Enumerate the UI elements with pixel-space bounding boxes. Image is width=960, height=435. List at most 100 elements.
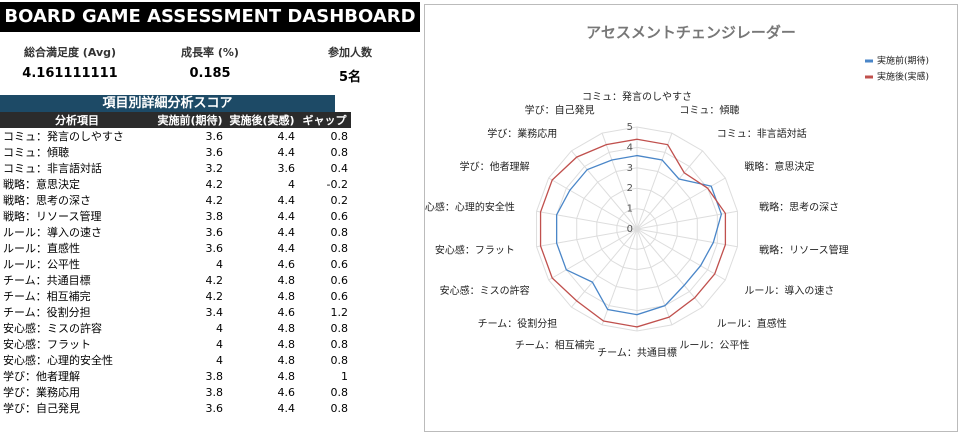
item-name: チーム：共通目標 [3, 274, 91, 287]
before-score: 3.6 [205, 401, 224, 415]
after-score: 4.4 [277, 129, 296, 143]
before-score: 3.8 [205, 369, 224, 383]
spoke [548, 228, 638, 281]
item-name: 戦略：意思決定 [3, 178, 80, 191]
table-row: 戦略：リソース管理 3.8 4.4 0.6 [0, 208, 351, 224]
chart-panel: アセスメントチェンジレーダー 0 1 2 3 4 5 実施前(期待) 実施後(実感) コミュ：発… [415, 4, 958, 432]
category-label: チーム：役割分担 [478, 317, 558, 330]
before-score: 3.4 [205, 305, 224, 319]
table-row: 学び：自己発見 3.6 4.4 0.8 [0, 400, 351, 416]
before-score: 3.6 [205, 225, 224, 239]
gap-score: 0.8 [330, 129, 349, 143]
gap-score: 0.6 [330, 257, 349, 271]
category-label: コミュ：発言のしやすさ [582, 90, 692, 103]
item-name: 学び：業務応用 [3, 386, 80, 399]
gap-score: -0.2 [326, 177, 348, 191]
before-score: 4 [216, 257, 223, 271]
item-name: ルール：直感性 [3, 242, 80, 255]
before-score: 3.8 [205, 385, 224, 399]
before-score: 3.6 [205, 145, 224, 159]
column-header: 実施前(期待) [154, 112, 226, 128]
category-label: チーム：共通目標 [597, 346, 677, 359]
gap-score: 0.8 [330, 145, 349, 159]
score-table: 分析項目 実施前(期待) 実施後(実感) ギャップ コミュ：発言のしやすさ 3.6… [0, 112, 351, 416]
before-score: 4.2 [205, 289, 224, 303]
category-label: 安心感：心理的安全性 [425, 200, 515, 213]
before-score: 3.6 [205, 129, 224, 143]
item-name: ルール：公平性 [3, 258, 80, 271]
before-score: 4 [216, 337, 223, 351]
spoke [636, 150, 703, 230]
category-label: 学び：業務応用 [487, 127, 557, 140]
after-score: 4.4 [277, 401, 296, 415]
gap-score: 0.8 [330, 401, 349, 415]
gap-score: 0.4 [330, 161, 349, 175]
chart-title: アセスメントチェンジレーダー [586, 24, 796, 42]
before-score: 3.8 [205, 209, 224, 223]
after-score: 4.4 [277, 209, 296, 223]
kpi: 参加人数 5名 [280, 44, 420, 85]
category-label: ルール：公平性 [679, 339, 749, 352]
r-tick-label: 1 [627, 204, 633, 215]
spoke [636, 228, 726, 281]
category-label: 学び：他者理解 [460, 160, 530, 173]
before-score: 4 [216, 353, 223, 367]
spoke [571, 228, 638, 308]
category-label: 安心感：フラット [435, 244, 515, 257]
r-tick-label: 2 [627, 183, 633, 194]
spoke [536, 210, 638, 230]
after-score: 4.4 [277, 193, 296, 207]
after-score: 4.8 [277, 289, 296, 303]
gap-score: 0.8 [330, 241, 349, 255]
gap-score: 0.6 [330, 289, 349, 303]
after-score: 4.8 [277, 353, 296, 367]
item-name: 戦略：思考の深さ [3, 194, 91, 207]
item-name: 戦略：リソース管理 [3, 210, 102, 223]
after-score: 4.8 [277, 337, 296, 351]
kpi-value: 5名 [338, 70, 362, 85]
category-label: チーム：相互補完 [515, 339, 595, 352]
radar-chart: アセスメントチェンジレーダー 0 1 2 3 4 5 実施前(期待) 実施後(実感) コミュ：発… [415, 24, 929, 360]
item-name: コミュ：傾聴 [3, 146, 69, 159]
after-score: 4.8 [277, 273, 296, 287]
category-label: 戦略：意思決定 [744, 160, 814, 173]
gap-score: 0.2 [330, 193, 349, 207]
series-line [539, 138, 727, 328]
table-row: コミュ：発言のしやすさ 3.6 4.4 0.8 [0, 128, 351, 144]
gap-score: 0.6 [330, 209, 349, 223]
after-score: 4.6 [277, 257, 296, 271]
kpi: 成長率 (%) 0.185 [140, 44, 280, 81]
before-score: 4.2 [205, 193, 224, 207]
table-row: 安心感：心理的安全性 4 4.8 0.8 [0, 352, 351, 368]
item-name: 学び：自己発見 [3, 402, 80, 415]
before-score: 4.2 [205, 273, 224, 287]
before-score: 4 [216, 321, 223, 335]
table-row: 安心感：ミスの許容 4 4.8 0.8 [0, 320, 351, 336]
after-score: 4.6 [277, 385, 296, 399]
after-score: 4 [288, 177, 295, 191]
spoke [636, 228, 673, 326]
before-score: 4.2 [205, 177, 224, 191]
spoke [601, 228, 638, 326]
after-score: 4.4 [277, 145, 296, 159]
gap-score: 0.8 [330, 321, 349, 335]
gap-score: 0.6 [330, 273, 349, 287]
series-line [555, 154, 723, 316]
category-label: ルール：導入の速さ [744, 284, 834, 297]
column-header: ギャップ [298, 112, 351, 128]
after-score: 3.6 [277, 161, 296, 175]
table-title: 項目別詳細分析スコア [0, 95, 335, 112]
table-row: 戦略：意思決定 4.2 4 -0.2 [0, 176, 351, 192]
table-row: 学び：業務応用 3.8 4.6 0.8 [0, 384, 351, 400]
item-name: チーム：相互補完 [3, 290, 91, 303]
spoke [601, 132, 638, 230]
kpi: 総合満足度 (Avg) 4.161111111 [0, 44, 140, 81]
gap-score: 0.8 [330, 337, 349, 351]
spoke [636, 132, 673, 230]
category-label: コミュ：非言語対話 [717, 127, 807, 140]
category-label: 戦略：思考の深さ [759, 200, 839, 213]
summary-panel: BOARD GAME ASSESSMENT DASHBOARD 総合満足度 (A… [0, 0, 420, 435]
spoke [536, 228, 638, 248]
table-row: チーム：相互補完 4.2 4.8 0.6 [0, 288, 351, 304]
kpi-value: 0.185 [189, 66, 231, 81]
